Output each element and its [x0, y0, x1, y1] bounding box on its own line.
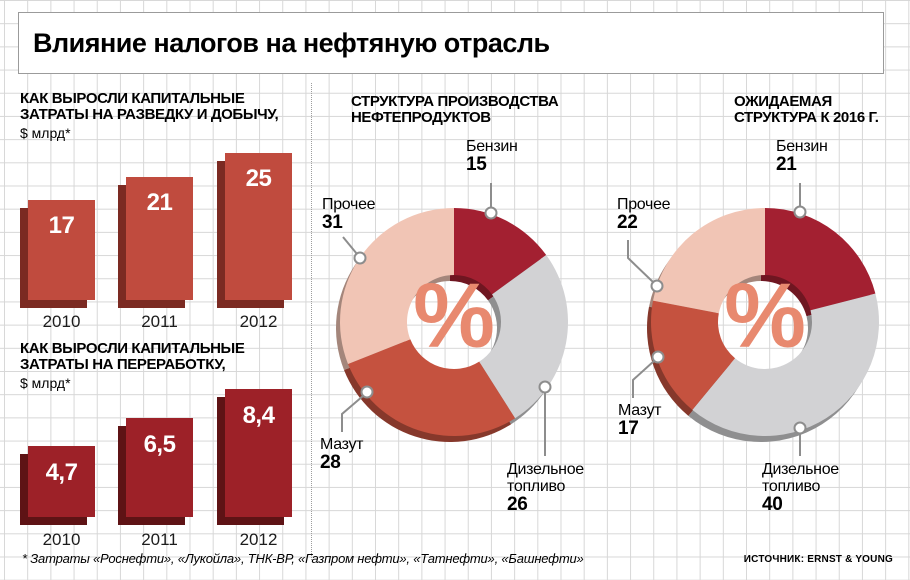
- bar-2010: [28, 446, 95, 517]
- bar-2011: [126, 177, 193, 300]
- bar-value-label: 25: [245, 165, 272, 192]
- segment-value: 15: [466, 154, 487, 175]
- segment-name: Мазут: [320, 436, 364, 453]
- donut1-label-other: Прочее 31: [322, 196, 392, 233]
- donut1-label-fuel-oil: Мазут 28: [320, 436, 390, 473]
- chart-title-line: ЗАТРАТЫ НА РАЗВЕДКУ И ДОБЫЧУ,: [20, 106, 279, 123]
- bar-value-label: 21: [146, 189, 173, 216]
- source-credit: ИСТОЧНИК: ERNST & YOUNG: [743, 554, 893, 565]
- segment-value: 22: [617, 212, 638, 233]
- bar-2010: [28, 200, 95, 300]
- axis-year-label: 2010: [42, 312, 81, 331]
- page-title: Влияние налогов на нефтяную отрасль: [33, 27, 550, 58]
- chart-title-line: КАК ВЫРОСЛИ КАПИТАЛЬНЫЕ: [20, 90, 245, 107]
- chart-title-line: ЗАТРАТЫ НА ПЕРЕРАБОТКУ,: [20, 356, 226, 373]
- segment-name: Мазут: [618, 402, 662, 419]
- donut2-label-fuel-oil: Мазут 17: [618, 402, 688, 439]
- footnote: * Затраты «Роснефти», «Лукойла», ТНК-ВР,…: [22, 551, 584, 566]
- segment-value: 26: [507, 494, 528, 515]
- chart-title-line: СТРУКТУРА К 2016 Г.: [734, 109, 879, 126]
- bar-2012: [225, 389, 292, 517]
- axis-year-label: 2011: [141, 530, 178, 549]
- donut1-label-gasoline: Бензин 15: [466, 138, 536, 175]
- chart-title-current-structure: СТРУКТУРА ПРОИЗВОДСТВА НЕФТЕПРОДУКТОВ: [351, 94, 621, 126]
- bar-value-label: 8,4: [242, 402, 275, 429]
- chart-unit-label: $ млрд*: [20, 125, 71, 141]
- segment-name: Дизельное топливо: [507, 461, 584, 495]
- segment-value: 21: [776, 154, 797, 175]
- bar-2012: [225, 153, 292, 300]
- chart-unit-label: $ млрд*: [20, 375, 71, 391]
- bar-2011: [126, 418, 193, 517]
- segment-name: Дизельное топливо: [762, 461, 839, 495]
- segment-value: 17: [618, 418, 639, 439]
- donut2-label-other: Прочее 22: [617, 196, 687, 233]
- chart-title-refining-capex: КАК ВЫРОСЛИ КАПИТАЛЬНЫЕ ЗАТРАТЫ НА ПЕРЕР…: [20, 340, 290, 392]
- segment-name: Прочее: [617, 196, 671, 213]
- segment-value: 40: [762, 494, 783, 515]
- chart-title-line: ОЖИДАЕМАЯ: [734, 93, 832, 110]
- percent-symbol: %: [724, 265, 806, 367]
- chart-title-line: СТРУКТУРА ПРОИЗВОДСТВА: [351, 93, 559, 110]
- segment-value: 28: [320, 452, 341, 473]
- axis-year-label: 2010: [42, 530, 81, 549]
- bar-value-label: 4,7: [45, 459, 78, 486]
- segment-name: Бензин: [466, 138, 518, 155]
- chart-title-line: НЕФТЕПРОДУКТОВ: [351, 109, 491, 126]
- chart-title-line: КАК ВЫРОСЛИ КАПИТАЛЬНЫЕ: [20, 340, 245, 357]
- donut1-label-diesel: Дизельное топливо 26: [507, 461, 595, 515]
- section-separator: [311, 83, 312, 560]
- segment-name: Прочее: [322, 196, 376, 213]
- title-box: Влияние налогов на нефтяную отрасль: [18, 12, 884, 74]
- axis-year-label: 2012: [239, 312, 278, 331]
- segment-name: Бензин: [776, 138, 828, 155]
- percent-symbol: %: [413, 265, 495, 367]
- donut2-label-diesel: Дизельное топливо 40: [762, 461, 850, 515]
- axis-year-label: 2011: [141, 312, 178, 331]
- axis-year-label: 2012: [239, 530, 278, 549]
- segment-value: 31: [322, 212, 343, 233]
- chart-title-upstream-capex: КАК ВЫРОСЛИ КАПИТАЛЬНЫЕ ЗАТРАТЫ НА РАЗВЕ…: [20, 90, 290, 142]
- bar-value-label: 17: [48, 212, 75, 239]
- chart-title-expected-structure: ОЖИДАЕМАЯ СТРУКТУРА К 2016 Г.: [734, 94, 910, 126]
- donut2-label-gasoline: Бензин 21: [776, 138, 846, 175]
- bar-value-label: 6,5: [143, 431, 176, 458]
